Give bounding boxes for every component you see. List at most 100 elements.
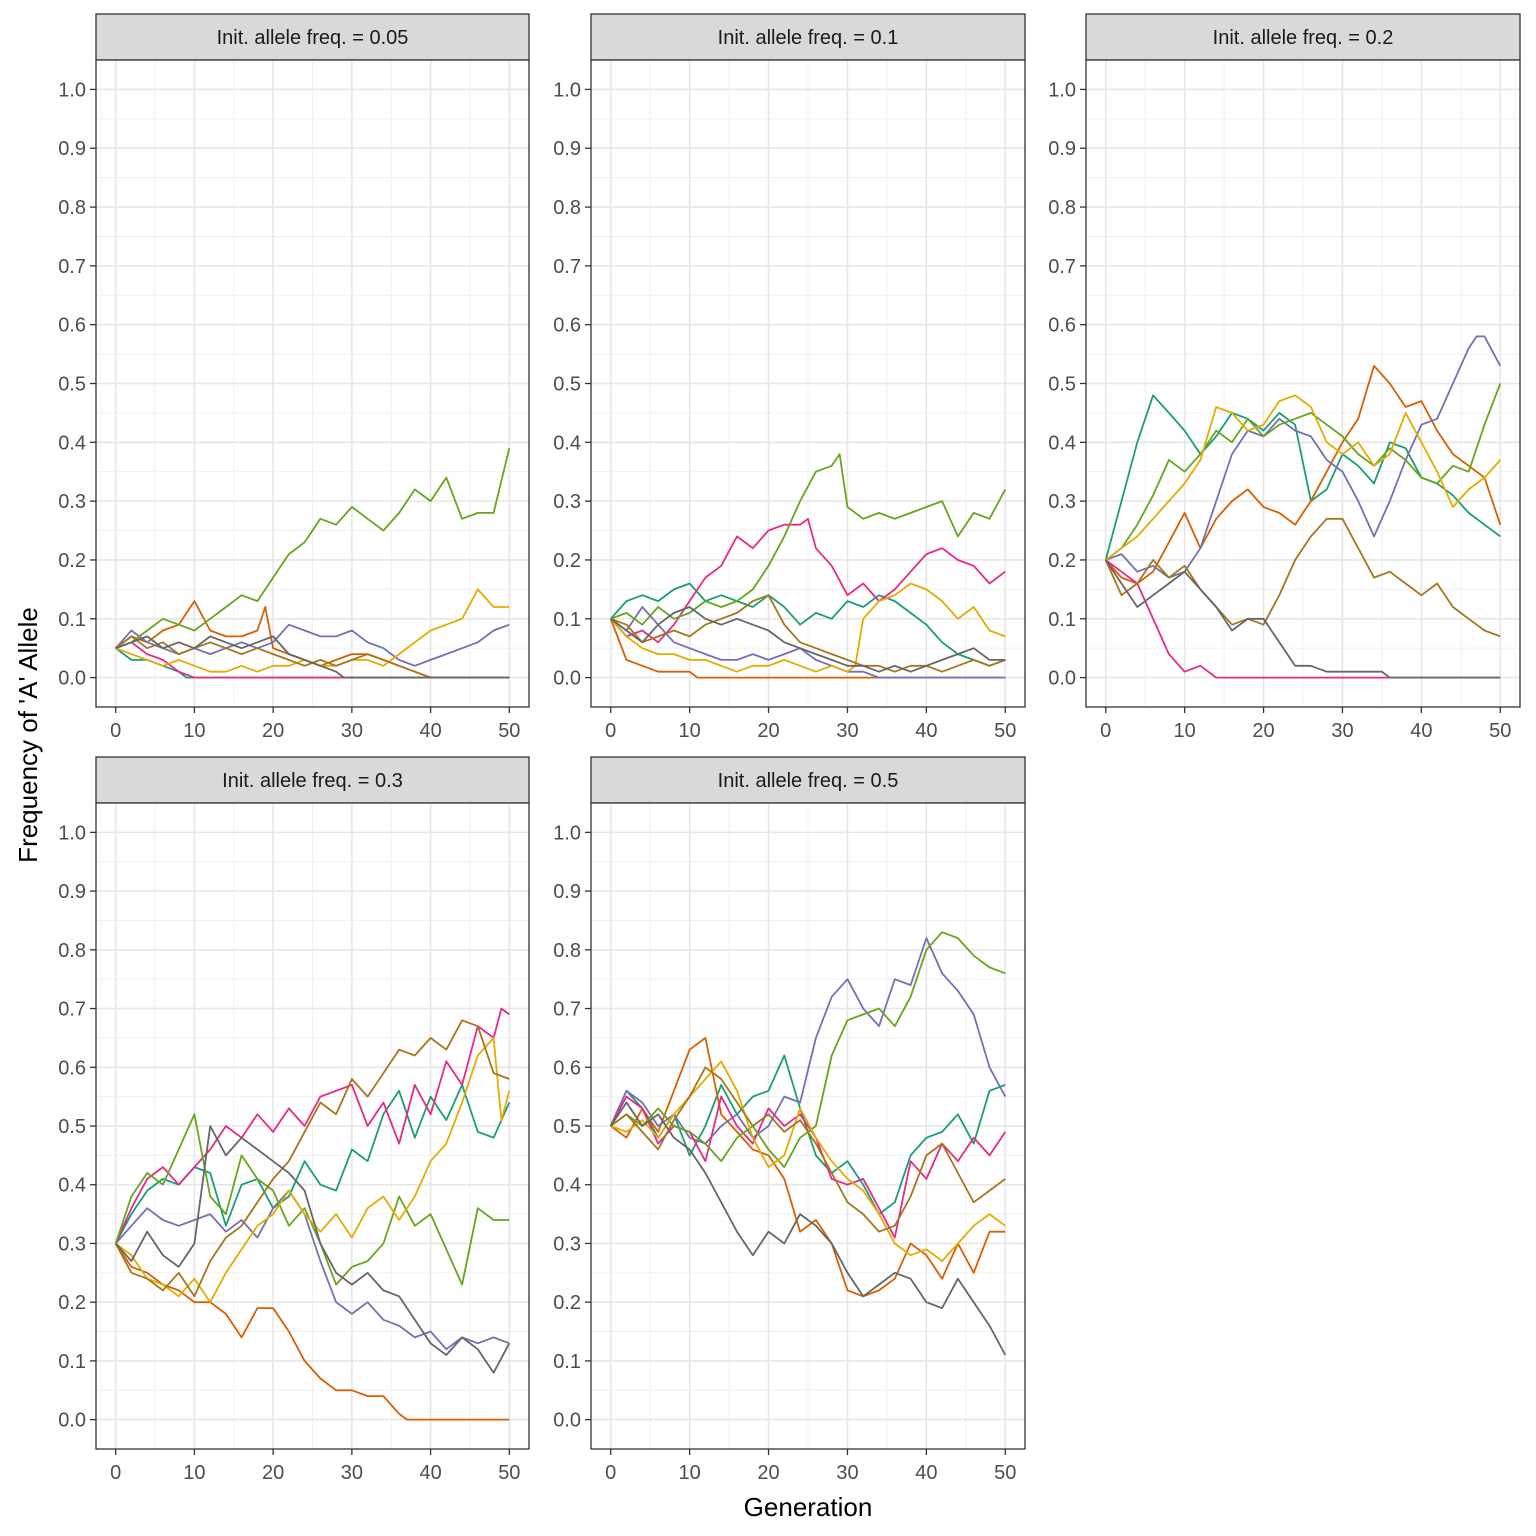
series-group	[609, 453, 1007, 679]
facet-strip	[590, 13, 1026, 61]
x-tick-label: 10	[679, 1462, 701, 1484]
y-tick-label: 0.1	[58, 1351, 86, 1373]
y-tick-label: 0.9	[553, 881, 581, 903]
facet-panel: Init. allele freq. = 0.3 0.0 0.1 0.2 0.3 0.4 0…	[58, 756, 530, 1484]
series-group	[609, 931, 1007, 1356]
x-tick-label: 40	[915, 720, 937, 742]
y-tick-label: 0.9	[553, 138, 581, 160]
series-line	[610, 594, 1006, 673]
x-tick-label: 50	[994, 1462, 1016, 1484]
series-line	[115, 1125, 511, 1374]
y-tick-label: 0.4	[58, 432, 86, 454]
y-tick-label: 0.0	[58, 1410, 86, 1432]
y-tick-label: 0.1	[553, 609, 581, 631]
series-line	[1105, 394, 1501, 561]
series-line	[114, 1019, 510, 1298]
series-line	[115, 447, 511, 650]
facet-panel: Init. allele freq. = 0.2 0.0 0.1 0.2 0.3 0.4 0…	[1048, 13, 1521, 742]
y-tick-label: 0.1	[1048, 609, 1076, 631]
y-tick-label: 0.5	[1048, 374, 1076, 396]
y-tick-label: 0.7	[553, 999, 581, 1021]
y-tick-label: 0.2	[58, 550, 86, 572]
series-line	[115, 1037, 511, 1304]
series-line	[1105, 383, 1502, 561]
y-tick-label: 0.3	[58, 491, 86, 513]
y-tick-label: 0.5	[58, 1116, 86, 1138]
x-tick-label: 0	[110, 1462, 121, 1484]
facet-strip	[95, 756, 530, 804]
series-line	[1104, 517, 1501, 638]
series-line	[1105, 364, 1502, 585]
series-line	[610, 606, 1006, 673]
series-line	[609, 618, 1006, 679]
x-tick-label: 20	[1252, 720, 1274, 742]
y-tick-label: 0.2	[553, 1292, 581, 1314]
facet-panel: Init. allele freq. = 0.1 0.0 0.1 0.2 0.3 0.4 0…	[553, 13, 1026, 742]
y-tick-label: 0.0	[553, 668, 581, 690]
series-line	[114, 1242, 510, 1421]
x-tick-label: 20	[262, 1462, 284, 1484]
y-tick-label: 1.0	[1048, 79, 1076, 101]
y-tick-label: 1.0	[553, 822, 581, 844]
x-tick-label: 0	[605, 720, 616, 742]
y-tick-label: 0.7	[1048, 256, 1076, 278]
series-line	[115, 635, 510, 679]
y-tick-label: 0.9	[58, 138, 86, 160]
x-tick-label: 50	[994, 720, 1016, 742]
y-tick-label: 0.7	[553, 256, 581, 278]
facet-title: Init. allele freq. = 0.1	[718, 27, 899, 49]
y-tick-label: 0.8	[58, 197, 86, 219]
series-line	[610, 582, 1006, 673]
y-tick-label: 0.3	[553, 491, 581, 513]
y-tick-label: 0.6	[1048, 315, 1076, 337]
y-tick-label: 1.0	[58, 822, 86, 844]
x-tick-label: 30	[1331, 720, 1353, 742]
x-tick-label: 40	[419, 1462, 441, 1484]
y-tick-label: 0.8	[1048, 197, 1076, 219]
grid	[96, 803, 529, 1449]
y-tick-label: 0.6	[553, 315, 581, 337]
x-tick-label: 10	[183, 1462, 205, 1484]
y-tick-label: 0.7	[58, 999, 86, 1021]
series-line	[1105, 335, 1502, 579]
series-line	[610, 453, 1007, 626]
facet-panels: Init. allele freq. = 0.05 0.0 0.1 0.2 0.3 0.4…	[58, 13, 1521, 1484]
series-line	[115, 1189, 510, 1351]
y-tick-label: 0.4	[1048, 432, 1076, 454]
y-tick-label: 0.3	[1048, 491, 1076, 513]
facet-title: Init. allele freq. = 0.3	[222, 770, 403, 792]
y-tick-label: 0.7	[58, 256, 86, 278]
facet-strip	[590, 756, 1026, 804]
series-line	[1105, 559, 1501, 679]
y-tick-label: 0.3	[58, 1233, 86, 1255]
y-tick-label: 0.2	[553, 550, 581, 572]
y-tick-label: 0.6	[58, 315, 86, 337]
y-tick-label: 0.9	[1048, 138, 1076, 160]
x-tick-label: 0	[605, 1462, 616, 1484]
x-axis-label: Generation	[744, 1492, 873, 1522]
x-tick-label: 50	[498, 1462, 520, 1484]
series-line	[114, 1113, 510, 1286]
x-tick-label: 50	[1489, 720, 1511, 742]
y-tick-label: 0.4	[58, 1175, 86, 1197]
y-axis-label: Frequency of 'A' Allele	[13, 607, 43, 863]
x-tick-label: 0	[110, 720, 121, 742]
facet-title: Init. allele freq. = 0.2	[1213, 27, 1394, 49]
y-tick-label: 0.0	[58, 668, 86, 690]
y-tick-label: 0.4	[553, 1175, 581, 1197]
y-tick-label: 0.6	[553, 1057, 581, 1079]
x-tick-label: 20	[757, 1462, 779, 1484]
series-line	[610, 1066, 1006, 1233]
x-tick-label: 10	[1174, 720, 1196, 742]
series-line	[609, 937, 1007, 1145]
y-tick-label: 0.2	[1048, 550, 1076, 572]
facet-title: Init. allele freq. = 0.05	[217, 27, 409, 49]
y-tick-label: 0.1	[553, 1351, 581, 1373]
x-tick-label: 30	[836, 1462, 858, 1484]
facet-panel: Init. allele freq. = 0.05 0.0 0.1 0.2 0.3 0.4…	[58, 13, 530, 742]
x-tick-label: 0	[1100, 720, 1111, 742]
facet-panel: Init. allele freq. = 0.5 0.0 0.1 0.2 0.3 0.4 0…	[553, 756, 1026, 1484]
x-tick-label: 40	[419, 720, 441, 742]
facet-strip	[95, 13, 530, 61]
